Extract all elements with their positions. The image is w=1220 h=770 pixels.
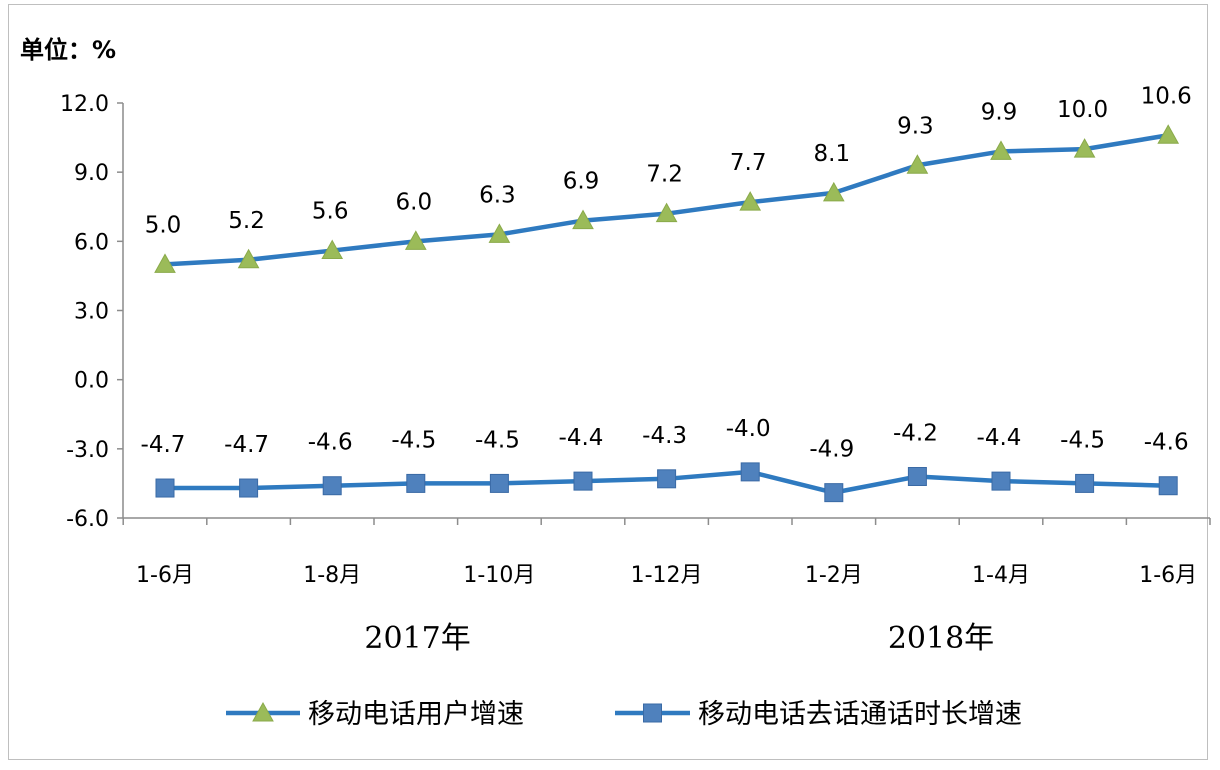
series-1-point (655, 202, 678, 223)
data-label: -4.5 (391, 427, 436, 453)
data-label: -4.0 (726, 416, 771, 442)
series-2-point (239, 478, 259, 498)
data-label: 5.6 (312, 199, 349, 225)
series-1-point (739, 191, 762, 211)
x-tick-label: 1-2月 (805, 563, 863, 588)
y-tick-label: 9.0 (74, 161, 109, 186)
series-2-point (907, 467, 927, 486)
unit-label: 单位：% (20, 36, 116, 64)
data-label: 9.9 (981, 99, 1018, 125)
series-2-point (406, 473, 426, 493)
series-2-point (824, 483, 844, 503)
x-tick-label: 1-6月 (1139, 563, 1197, 588)
data-label: 6.3 (479, 182, 516, 208)
series-1-point (906, 154, 929, 174)
legend-label-2: 移动电话去话通话时长增速 (698, 699, 1022, 730)
data-label: 7.2 (646, 162, 683, 188)
data-label: -4.7 (224, 432, 269, 458)
x-tick-label: 1-12月 (631, 563, 703, 588)
series-1-point (1073, 138, 1096, 158)
data-label: 10.0 (1057, 97, 1108, 123)
series-2-point (740, 462, 760, 482)
series-1-point (404, 230, 427, 250)
x-tick-label: 1-8月 (303, 563, 361, 588)
series-1-point (990, 140, 1012, 160)
data-label: -4.6 (1144, 430, 1189, 456)
x-tick-label: 1-10月 (463, 563, 535, 588)
x-tick-label: 1-4月 (972, 563, 1030, 588)
series-2-point (991, 471, 1011, 491)
x-tick-label: 1-6月 (136, 563, 194, 588)
data-label: 6.0 (396, 189, 433, 215)
chart-axes: 12.0 9.0 6.0 3.0 0.0 -3.0 -6.0 1-6月 1-8月 1-10月 1-1… (60, 92, 1211, 656)
series-2-point (573, 471, 593, 491)
series-2-point (155, 478, 175, 498)
series-1-point (237, 248, 260, 269)
data-label: -4.6 (308, 430, 353, 456)
data-label: 10.6 (1141, 83, 1192, 109)
y-tick-label: -3.0 (66, 438, 109, 463)
data-label: 9.3 (897, 113, 934, 139)
y-tick-label: -6.0 (66, 507, 109, 532)
legend-label-1: 移动电话用户增速 (308, 699, 524, 730)
data-label: 5.2 (228, 208, 265, 234)
series-1-point (488, 223, 511, 243)
y-tick-label: 6.0 (74, 230, 109, 255)
data-label: -4.7 (141, 432, 186, 458)
legend-marker-2 (643, 703, 662, 723)
data-label: 8.1 (814, 141, 851, 167)
series-1-point (154, 253, 176, 273)
series-2-point (1158, 476, 1178, 496)
series-2-point (489, 473, 509, 493)
data-label: -4.4 (559, 425, 604, 451)
series-1-point (321, 239, 344, 260)
chart-frame (8, 4, 1208, 760)
series-2-point (657, 469, 677, 489)
data-label: -4.3 (642, 423, 687, 449)
data-label: -4.5 (1060, 427, 1105, 453)
legend-marker-1 (252, 701, 274, 722)
series-1-point (572, 209, 594, 230)
y-tick-label: 3.0 (74, 300, 109, 325)
data-label: 6.9 (563, 169, 600, 195)
data-label: -4.5 (475, 427, 520, 453)
series-layer (154, 124, 1180, 503)
y-tick-label: 0.0 (74, 369, 109, 394)
series-1-point (1157, 124, 1180, 144)
data-label: 7.7 (730, 150, 767, 176)
data-label: -4.9 (809, 437, 854, 463)
x-group-label: 2018年 (888, 621, 994, 656)
y-tick-label: 12.0 (60, 92, 109, 117)
legend: 移动电话用户增速 移动电话去话通话时长增速 (226, 699, 1022, 730)
data-label: 5.0 (145, 212, 182, 238)
x-group-label: 2017年 (364, 621, 470, 656)
series-2-point (322, 476, 342, 496)
data-label: -4.2 (893, 421, 938, 447)
data-label: -4.4 (977, 425, 1022, 451)
series-2-point (1075, 473, 1095, 493)
series-1-point (822, 181, 845, 202)
data-labels: 5.0 5.2 5.6 6.0 6.3 6.9 7.2 7.7 8.1 9.3 9.9 10.0 10.… (141, 83, 1192, 462)
